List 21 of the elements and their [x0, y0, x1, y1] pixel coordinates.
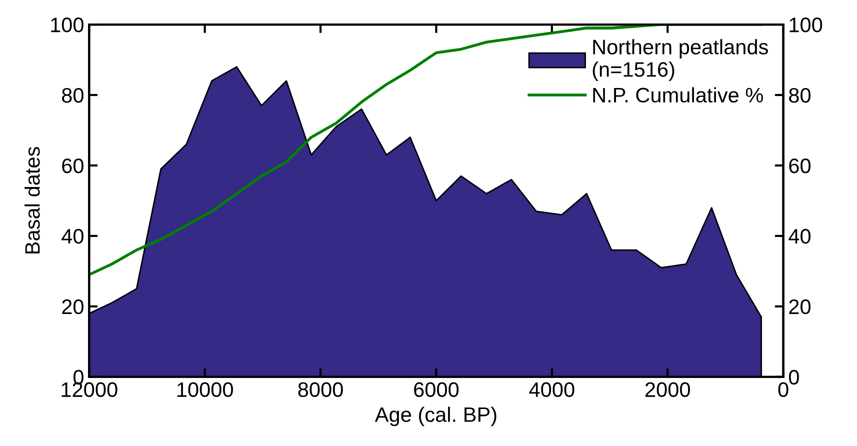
legend-label: Northern peatlands (n=1516)	[592, 39, 768, 81]
y2-tick-label: 60	[789, 158, 811, 174]
x-tick-label: 4000	[529, 382, 574, 398]
y2-tick-label: 0	[788, 370, 799, 385]
y2-tick-label: 80	[789, 88, 811, 103]
y-tick-label: 80	[62, 88, 84, 103]
x-tick-label: 0	[778, 382, 788, 398]
y-tick-label: 100	[51, 18, 84, 32]
x-tick-label: 10000	[177, 382, 233, 398]
y2-tick-label: 100	[790, 18, 822, 32]
x-tick-label: 2000	[645, 382, 690, 398]
x-tick-label: 6000	[414, 382, 459, 398]
y-tick-label: 60	[62, 158, 84, 174]
legend-label: N.P. Cumulative %	[593, 87, 763, 103]
y-tick-label: 40	[62, 228, 84, 244]
x-axis-title: Age (cal. BP)	[374, 406, 496, 426]
y-axis-title: Basal dates	[24, 147, 40, 254]
y2-tick-label: 20	[789, 299, 811, 314]
x-tick-label: 8000	[298, 382, 343, 398]
y2-tick-label: 40	[788, 228, 811, 244]
y-tick-label: 20	[62, 299, 84, 314]
